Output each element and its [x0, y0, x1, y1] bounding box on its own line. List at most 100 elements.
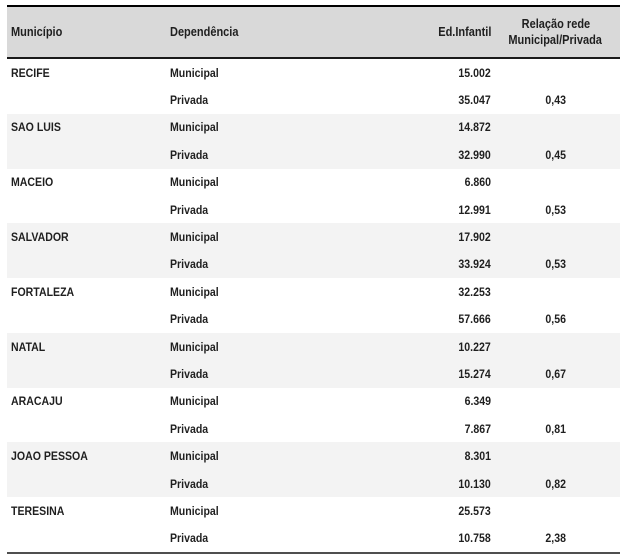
- cell-municipio: FORTALEZA: [7, 285, 170, 299]
- cell-municipio: JOAO PESSOA: [7, 449, 170, 463]
- cell-dependencia: Municipal: [170, 394, 360, 408]
- cell-ed-infantil: 10.758: [360, 531, 491, 545]
- table-row: Privada 57.666 0,56: [7, 306, 620, 333]
- cell-ed-infantil: 32.253: [360, 285, 491, 299]
- table-row: NATAL Municipal 10.227: [7, 332, 620, 361]
- cell-municipio: [7, 422, 170, 436]
- cell-municipio: [7, 367, 170, 381]
- cell-ed-infantil-value: 10.758: [458, 531, 491, 546]
- table-body: RECIFE Municipal 15.002 Privada 35.047 0…: [7, 59, 620, 552]
- cell-municipio: NATAL: [7, 340, 170, 354]
- table-row: JOAO PESSOA Municipal 8.301: [7, 442, 620, 470]
- data-table: Município Dependência Ed.Infantil Relaçã…: [7, 5, 620, 555]
- cell-relacao: 0,43: [491, 93, 620, 107]
- cell-ed-infantil-value: 14.872: [458, 120, 491, 135]
- cell-ed-infantil-value: 35.047: [458, 93, 491, 108]
- table-row: Privada 7.867 0,81: [7, 415, 620, 442]
- cell-ed-infantil-value: 7.867: [464, 421, 491, 436]
- cell-ed-infantil: 10.130: [360, 477, 491, 491]
- cell-relacao: 0,67: [491, 367, 620, 381]
- cell-ed-infantil: 7.867: [360, 422, 491, 436]
- cell-ed-infantil: 6.860: [360, 175, 491, 189]
- table-row: Privada 15.274 0,67: [7, 360, 620, 388]
- cell-relacao: 0,53: [491, 257, 620, 271]
- cell-municipio: [7, 203, 170, 217]
- cell-dependencia-value: Municipal: [170, 65, 219, 80]
- cell-dependencia-value: Municipal: [170, 120, 219, 135]
- cell-ed-infantil: 33.924: [360, 257, 491, 271]
- cell-ed-infantil: 10.227: [360, 340, 491, 354]
- cell-ed-infantil-value: 17.902: [458, 230, 491, 245]
- cell-municipio-value: NATAL: [11, 339, 46, 354]
- cell-relacao-value: 0,53: [545, 257, 566, 272]
- cell-ed-infantil: 14.872: [360, 120, 491, 134]
- table-row: Privada 35.047 0,43: [7, 86, 620, 113]
- cell-relacao: [491, 120, 620, 134]
- cell-relacao-value: 0,82: [545, 476, 566, 491]
- cell-municipio: [7, 531, 170, 545]
- cell-dependencia-value: Municipal: [170, 449, 219, 464]
- cell-dependencia-value: Municipal: [170, 503, 219, 518]
- cell-dependencia: Privada: [170, 477, 360, 491]
- cell-municipio-value: SALVADOR: [11, 230, 69, 245]
- table-row: Privada 10.758 2,38: [7, 525, 620, 552]
- cell-dependencia-value: Municipal: [170, 284, 219, 299]
- cell-dependencia-value: Privada: [170, 202, 209, 217]
- cell-relacao: 0,81: [491, 422, 620, 436]
- header-relacao-line2: Municipal/Privada: [508, 33, 603, 47]
- cell-dependencia: Municipal: [170, 230, 360, 244]
- cell-municipio-value: FORTALEZA: [11, 284, 75, 299]
- table-row: SAO LUIS Municipal 14.872: [7, 113, 620, 142]
- cell-municipio-value: MACEIO: [11, 175, 54, 190]
- cell-dependencia: Municipal: [170, 285, 360, 299]
- header-ed-infantil: Ed.Infantil: [360, 25, 491, 39]
- cell-relacao-value: 0,81: [545, 421, 566, 436]
- cell-dependencia-value: Municipal: [170, 230, 219, 245]
- cell-dependencia: Privada: [170, 203, 360, 217]
- cell-dependencia-value: Municipal: [170, 339, 219, 354]
- cell-municipio-value: TERESINA: [11, 503, 65, 518]
- cell-relacao: [491, 504, 620, 518]
- header-ed-infantil-label: Ed.Infantil: [437, 25, 491, 39]
- cell-municipio: SAO LUIS: [7, 120, 170, 134]
- cell-ed-infantil-value: 33.924: [458, 257, 491, 272]
- table-row: Privada 10.130 0,82: [7, 469, 620, 498]
- cell-dependencia-value: Municipal: [170, 394, 219, 409]
- table-row: RECIFE Municipal 15.002: [7, 59, 620, 86]
- cell-relacao-value: 2,38: [545, 531, 566, 546]
- cell-relacao: 0,45: [491, 148, 620, 162]
- cell-relacao-value: 0,45: [545, 147, 566, 162]
- cell-relacao: [491, 285, 620, 299]
- cell-dependencia-value: Privada: [170, 421, 209, 436]
- cell-relacao: [491, 175, 620, 189]
- table-row: MACEIO Municipal 6.860: [7, 169, 620, 196]
- cell-dependencia: Privada: [170, 367, 360, 381]
- cell-ed-infantil-value: 57.666: [458, 312, 491, 327]
- cell-dependencia: Municipal: [170, 66, 360, 80]
- cell-municipio: [7, 93, 170, 107]
- cell-relacao: [491, 230, 620, 244]
- table-row: Privada 32.990 0,45: [7, 141, 620, 169]
- cell-dependencia: Privada: [170, 257, 360, 271]
- table-row: TERESINA Municipal 25.573: [7, 497, 620, 524]
- cell-ed-infantil-value: 32.253: [458, 284, 491, 299]
- cell-ed-infantil-value: 10.130: [458, 476, 491, 491]
- table-bottom-rule: [7, 552, 620, 555]
- cell-municipio-value: RECIFE: [11, 65, 50, 80]
- cell-relacao-value: 0,53: [545, 202, 566, 217]
- cell-dependencia: Privada: [170, 148, 360, 162]
- header-relacao: Relação rede Municipal/Privada: [491, 16, 620, 49]
- header-dependencia-label: Dependência: [170, 25, 239, 39]
- cell-ed-infantil: 32.990: [360, 148, 491, 162]
- cell-ed-infantil: 17.902: [360, 230, 491, 244]
- cell-dependencia-value: Privada: [170, 366, 209, 381]
- table-row: SALVADOR Municipal 17.902: [7, 223, 620, 251]
- cell-ed-infantil-value: 25.573: [458, 503, 491, 518]
- table-row: Privada 12.991 0,53: [7, 196, 620, 223]
- cell-ed-infantil: 15.002: [360, 66, 491, 80]
- cell-municipio-value: JOAO PESSOA: [11, 449, 88, 464]
- cell-relacao-value: 0,43: [545, 93, 566, 108]
- cell-ed-infantil: 35.047: [360, 93, 491, 107]
- cell-dependencia: Privada: [170, 93, 360, 107]
- cell-dependencia-value: Privada: [170, 476, 209, 491]
